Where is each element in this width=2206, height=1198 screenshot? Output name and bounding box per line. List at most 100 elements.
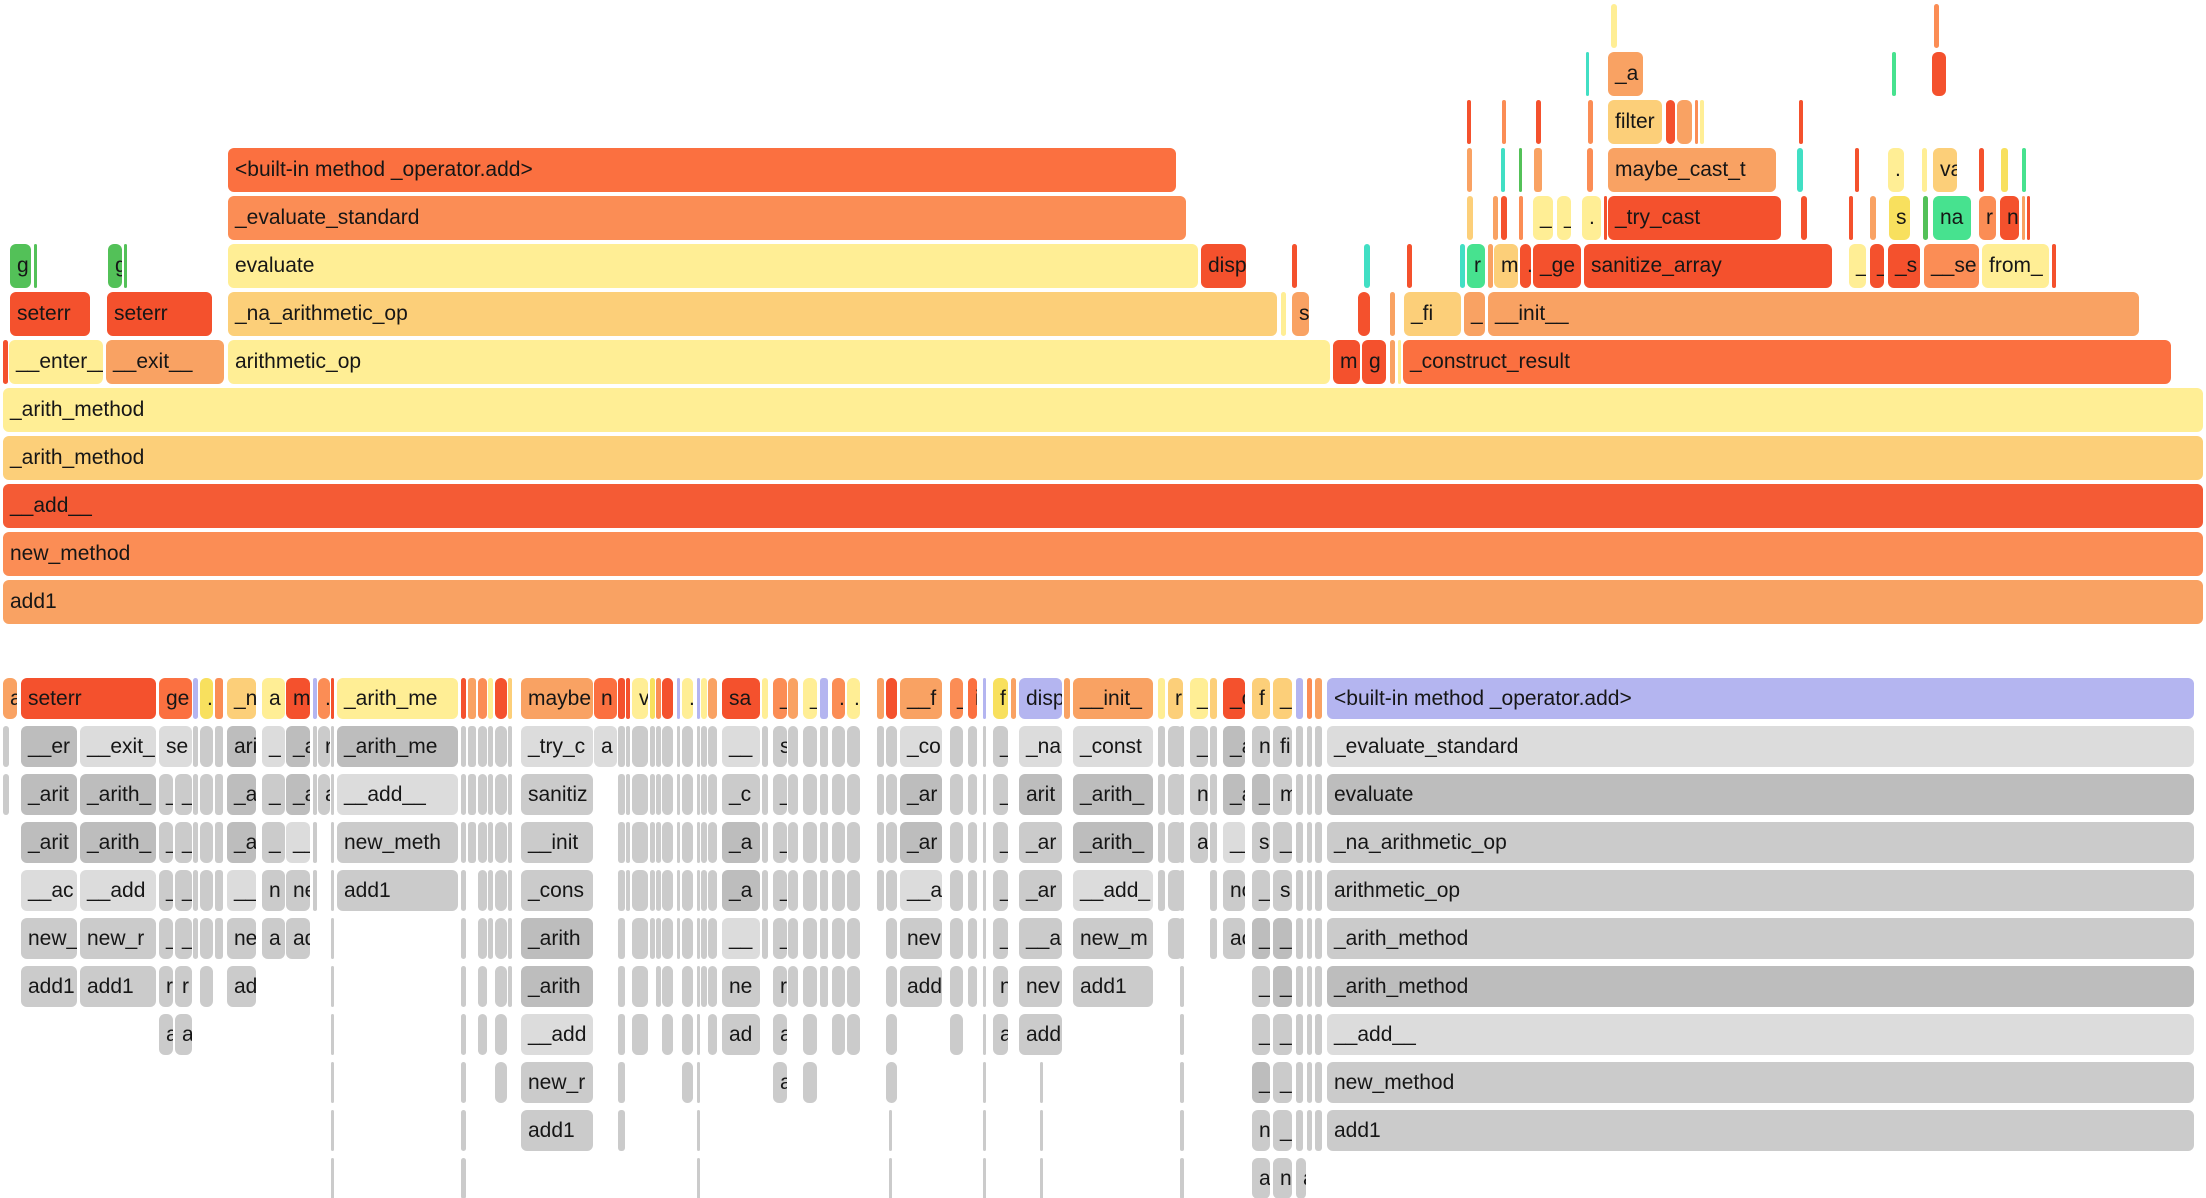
frame-sliver[interactable]	[1536, 100, 1541, 144]
frame[interactable]: _	[1273, 1110, 1292, 1151]
frame[interactable]: _	[1273, 822, 1292, 863]
frame-sliver[interactable]	[877, 774, 884, 815]
frame-sliver[interactable]	[1210, 726, 1217, 767]
frame-sliver[interactable]	[803, 966, 817, 1007]
frame-sliver[interactable]	[618, 726, 625, 767]
frame[interactable]: f	[1252, 678, 1270, 719]
frame-sliver[interactable]	[618, 1062, 625, 1103]
frame-sliver[interactable]	[632, 726, 648, 767]
frame[interactable]: ge	[159, 678, 192, 719]
frame[interactable]: s	[1252, 822, 1270, 863]
frame-sliver[interactable]	[331, 1062, 334, 1103]
frame[interactable]: s	[773, 726, 787, 767]
frame-sliver[interactable]	[478, 966, 487, 1007]
frame-sliver[interactable]	[656, 870, 661, 911]
frame-sliver[interactable]	[820, 966, 828, 1007]
frame-sliver[interactable]	[1040, 1110, 1043, 1151]
frame[interactable]: evaluate	[228, 244, 1198, 288]
frame[interactable]: se	[159, 726, 192, 767]
frame-sliver[interactable]	[697, 1158, 700, 1198]
frame[interactable]: _evaluate_standard	[1327, 726, 2194, 767]
frame-sliver[interactable]	[677, 822, 680, 863]
frame-sliver[interactable]	[1296, 1062, 1303, 1103]
frame-sliver[interactable]	[1502, 100, 1506, 144]
frame-sliver[interactable]	[847, 918, 860, 959]
frame-sliver[interactable]	[701, 822, 707, 863]
frame-sliver[interactable]	[1158, 870, 1165, 911]
frame-sliver[interactable]	[820, 726, 828, 767]
frame-sliver[interactable]	[1210, 822, 1217, 863]
frame-sliver[interactable]	[313, 726, 317, 767]
frame-sliver[interactable]	[662, 678, 673, 719]
frame[interactable]: arithmetic_op	[228, 340, 1330, 384]
frame-sliver[interactable]	[1588, 100, 1593, 144]
frame-sliver[interactable]	[1358, 292, 1370, 336]
frame[interactable]: seterr	[21, 678, 156, 719]
frame-sliver[interactable]	[488, 774, 493, 815]
frame-sliver[interactable]	[1158, 726, 1165, 767]
frame-sliver[interactable]	[331, 774, 334, 815]
frame-sliver[interactable]	[662, 822, 673, 863]
frame[interactable]: ne	[722, 966, 760, 1007]
frame-sliver[interactable]	[788, 774, 798, 815]
frame-sliver[interactable]	[1923, 196, 1928, 240]
frame[interactable]: a	[262, 918, 285, 959]
frame[interactable]: __add__	[1327, 1014, 2194, 1055]
frame[interactable]: a	[262, 678, 285, 719]
frame-sliver[interactable]	[983, 1062, 986, 1103]
frame-sliver[interactable]	[193, 726, 198, 767]
frame-sliver[interactable]	[983, 1110, 986, 1151]
frame[interactable]: a	[993, 1014, 1008, 1055]
frame[interactable]: r	[773, 966, 787, 1007]
frame-sliver[interactable]	[697, 870, 700, 911]
frame-sliver[interactable]	[618, 1014, 625, 1055]
frame-sliver[interactable]	[508, 822, 512, 863]
frame[interactable]: _	[1464, 292, 1485, 336]
frame[interactable]: n	[2000, 196, 2019, 240]
frame[interactable]: nev	[900, 918, 942, 959]
frame-sliver[interactable]	[762, 726, 768, 767]
frame-sliver[interactable]	[1307, 918, 1312, 959]
frame[interactable]: ac	[1223, 918, 1245, 959]
frame-sliver[interactable]	[650, 870, 655, 911]
frame-sliver[interactable]	[461, 726, 466, 767]
frame[interactable]: _try_c	[521, 726, 593, 767]
frame-sliver[interactable]	[1666, 100, 1675, 144]
frame[interactable]: _	[175, 870, 192, 911]
frame[interactable]: _	[993, 918, 1008, 959]
frame-sliver[interactable]	[697, 726, 700, 767]
frame[interactable]: _	[1190, 678, 1208, 719]
frame-sliver[interactable]	[632, 966, 648, 1007]
frame-sliver[interactable]	[950, 1014, 963, 1055]
frame-sliver[interactable]	[34, 244, 37, 288]
frame[interactable]: ad	[227, 966, 256, 1007]
frame-sliver[interactable]	[1677, 100, 1692, 144]
frame-sliver[interactable]	[313, 870, 317, 911]
frame-sliver[interactable]	[1210, 774, 1217, 815]
frame-sliver[interactable]	[478, 822, 487, 863]
frame-sliver[interactable]	[618, 678, 625, 719]
frame[interactable]: _	[993, 822, 1008, 863]
frame[interactable]: _	[159, 918, 173, 959]
frame-sliver[interactable]	[1315, 918, 1322, 959]
frame-sliver[interactable]	[832, 774, 845, 815]
frame[interactable]: _	[1273, 1014, 1292, 1055]
frame-sliver[interactable]	[215, 918, 223, 959]
frame-sliver[interactable]	[803, 822, 817, 863]
frame-sliver[interactable]	[618, 870, 625, 911]
frame-sliver[interactable]	[495, 1014, 507, 1055]
frame-sliver[interactable]	[3, 340, 8, 384]
frame-sliver[interactable]	[820, 678, 828, 719]
frame-sliver[interactable]	[886, 678, 897, 719]
frame[interactable]: _	[1273, 918, 1292, 959]
frame[interactable]: a	[159, 1014, 173, 1055]
frame-sliver[interactable]	[632, 918, 648, 959]
frame-sliver[interactable]	[495, 774, 507, 815]
frame[interactable]: __	[227, 870, 256, 911]
frame-sliver[interactable]	[3, 726, 9, 767]
frame-sliver[interactable]	[468, 726, 476, 767]
frame-sliver[interactable]	[682, 822, 693, 863]
frame-sliver[interactable]	[682, 870, 693, 911]
frame-sliver[interactable]	[886, 774, 897, 815]
